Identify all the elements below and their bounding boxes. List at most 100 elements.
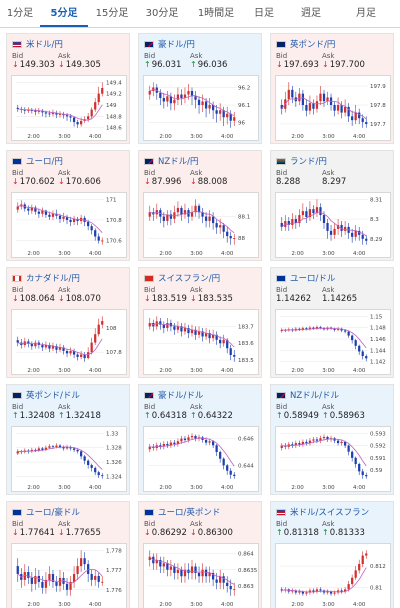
- candle-body: [340, 224, 343, 231]
- pair-name[interactable]: ランド/円: [290, 157, 327, 167]
- y-tick-label: 148.6: [106, 126, 122, 132]
- mini-candlestick-chart[interactable]: 149.4 149.2 149 148.8 148.6 2:00 3:00 4:00: [11, 75, 127, 141]
- candle-body: [62, 216, 65, 219]
- pair-card[interactable]: 英ポンド/ドル Bid Ask ↑1.32408 ↑1.32418 1.33 1.328 1.…: [6, 384, 130, 495]
- candle-body: [148, 212, 151, 217]
- tab-3[interactable]: 30分足: [145, 8, 179, 19]
- pair-name[interactable]: NZドル/円: [158, 157, 199, 167]
- ask-label: Ask: [190, 169, 203, 177]
- candle-body: [48, 573, 51, 580]
- chart-svg: 88.1 88 2:00 3:00 4:00: [148, 199, 250, 257]
- candle-body: [204, 216, 208, 221]
- candle-body: [83, 354, 86, 359]
- arrow-down-icon: ↓: [58, 294, 65, 303]
- mini-candlestick-chart[interactable]: 183.7 183.6 183.5 2:00 3:00 4:00: [143, 309, 259, 375]
- mini-candlestick-chart[interactable]: 1.15 1.148 1.146 1.144 1.142 2:00 3:00 4:00: [275, 309, 391, 375]
- tab-4[interactable]: 1時間足: [197, 8, 235, 19]
- pair-header: NZドル/円: [144, 155, 199, 167]
- pair-card[interactable]: NZドル/ドル Bid Ask ↑0.58949 ↑0.58963 0.593 0.592 0…: [270, 384, 394, 495]
- x-tick-label: 4:00: [89, 251, 102, 257]
- price-values: ↑0.64318 ↑0.64322: [144, 411, 236, 421]
- pair-name[interactable]: スイスフラン/円: [158, 274, 221, 284]
- mini-candlestick-chart[interactable]: 96.2 96.1 96 2:00 3:00 4:00: [143, 75, 259, 141]
- mini-candlestick-chart[interactable]: 0.864 0.8635 0.863 2:00 3:00 4:00: [143, 543, 259, 608]
- mini-candlestick-chart[interactable]: 88.1 88 2:00 3:00 4:00: [143, 192, 259, 258]
- price-labels: Bid Ask: [276, 52, 368, 60]
- candle-body: [315, 439, 319, 441]
- pair-name[interactable]: カナダドル/円: [26, 274, 80, 284]
- pair-name[interactable]: ユーロ/ドル: [290, 274, 336, 284]
- candle-body: [162, 443, 165, 447]
- pair-card[interactable]: ユーロ/英ポンド Bid Ask ↓0.86292 ↓0.86300 0.864 0.863…: [138, 501, 262, 608]
- y-tick-label: 0.863: [238, 584, 254, 590]
- bid-label: Bid: [12, 520, 24, 528]
- candle-body: [308, 209, 312, 218]
- candle-body: [197, 205, 201, 213]
- tab-0[interactable]: 1分足: [6, 8, 34, 19]
- pair-name[interactable]: 豪ドル/円: [158, 40, 195, 50]
- candle-body: [190, 435, 194, 438]
- bid-label: Bid: [276, 520, 288, 528]
- mini-candlestick-chart[interactable]: 1.778 1.777 1.776 2:00 3:00 4:00: [11, 543, 127, 608]
- pair-name[interactable]: NZドル/ドル: [290, 391, 340, 401]
- price-labels: Bid Ask: [276, 169, 368, 177]
- pair-card[interactable]: カナダドル/円 Bid Ask ↓108.064 ↓108.070 108 107.8 2:0…: [6, 267, 130, 378]
- arrow-down-icon: ↓: [12, 294, 19, 303]
- pair-header: カナダドル/円: [12, 272, 80, 284]
- pair-name[interactable]: 英ポンド/円: [290, 40, 336, 50]
- bid-price: 0.81318: [283, 528, 319, 538]
- pair-name[interactable]: 英ポンド/ドル: [26, 391, 80, 401]
- tab-2[interactable]: 15分足: [95, 8, 129, 19]
- pair-card[interactable]: 米ドル/スイスフラン Bid Ask ↑0.81318 ↑0.81333 0.812 0.8…: [270, 501, 394, 608]
- tab-1[interactable]: 5分足: [40, 0, 88, 27]
- mini-candlestick-chart[interactable]: 171 170.8 170.6 2:00 3:00 4:00: [11, 192, 127, 258]
- mini-candlestick-chart[interactable]: 108 107.8 2:00 3:00 4:00: [11, 309, 127, 375]
- pair-card[interactable]: 豪ドル/ドル Bid Ask ↑0.64318 ↑0.64322 0.646 0.644 2:…: [138, 384, 262, 495]
- pair-name[interactable]: ユーロ/豪ドル: [26, 508, 80, 518]
- candle-body: [201, 101, 204, 105]
- x-tick-label: 3:00: [58, 368, 71, 374]
- pair-name[interactable]: 豪ドル/ドル: [158, 391, 204, 401]
- pair-card[interactable]: ユーロ/円 Bid Ask ↓170.602 ↓170.606 171 170.8 170.6…: [6, 150, 130, 261]
- candle-body: [319, 207, 322, 216]
- bid-price: 1.77641: [19, 528, 55, 538]
- pair-name[interactable]: 米ドル/スイスフラン: [290, 508, 370, 518]
- pair-card[interactable]: 豪ドル/円 Bid Ask ↑96.031 ↑96.036 96.2 96.1 96 2:00 3…: [138, 33, 262, 144]
- pair-card[interactable]: ユーロ/ドル Bid Ask 1.14262 1.14265 1.15 1.148 1.146…: [270, 267, 394, 378]
- ask-price: 0.81333: [329, 528, 365, 538]
- tab-6[interactable]: 週足: [301, 8, 321, 19]
- candle-body: [312, 103, 315, 109]
- pair-card[interactable]: スイスフラン/円 Bid Ask ↓183.519 ↓183.535 183.7 183.6…: [138, 267, 262, 378]
- candle-body: [72, 350, 76, 355]
- candle-body: [312, 209, 315, 214]
- pair-card[interactable]: ランド/円 Bid Ask 8.288 8.297 8.31 8.3 8.29 2:00 3:00…: [270, 150, 394, 261]
- y-tick-label: 1.33: [106, 431, 119, 437]
- mini-candlestick-chart[interactable]: 0.812 0.81 2:00 3:00 4:00: [275, 543, 391, 608]
- candle-body: [194, 435, 197, 439]
- pair-card[interactable]: 米ドル/円 Bid Ask ↓149.303 ↓149.305 149.4 149.2 149…: [6, 33, 130, 144]
- x-tick-label: 3:00: [322, 134, 335, 140]
- candle-body: [201, 212, 204, 217]
- chart-svg: 0.812 0.81 2:00 3:00 4:00: [280, 550, 386, 608]
- pair-card[interactable]: NZドル/円 Bid Ask ↓87.996 ↓88.008 88.1 88 2:00 3:00…: [138, 150, 262, 261]
- pair-card[interactable]: ユーロ/豪ドル Bid Ask ↓1.77641 ↓1.77655 1.778 1.777 1…: [6, 501, 130, 608]
- pair-header: 豪ドル/ドル: [144, 389, 203, 401]
- pair-card[interactable]: 英ポンド/円 Bid Ask ↓197.693 ↓197.700 197.9 197.8 19…: [270, 33, 394, 144]
- pair-name[interactable]: ユーロ/英ポンド: [158, 508, 221, 518]
- mini-candlestick-chart[interactable]: 197.9 197.8 197.7 2:00 3:00 4:00: [275, 75, 391, 141]
- tab-5[interactable]: 日足: [254, 8, 274, 19]
- candle-body: [65, 583, 69, 590]
- tab-7[interactable]: 月足: [356, 8, 376, 19]
- candle-body: [94, 467, 97, 473]
- candle-body: [16, 451, 19, 454]
- mini-candlestick-chart[interactable]: 0.593 0.592 0.591 0.59 2:00 3:00 4:00: [275, 426, 391, 492]
- mini-candlestick-chart[interactable]: 0.646 0.644 2:00 3:00 4:00: [143, 426, 259, 492]
- mini-candlestick-chart[interactable]: 8.31 8.3 8.29 2:00 3:00 4:00: [275, 192, 391, 258]
- mini-candlestick-chart[interactable]: 1.33 1.328 1.326 1.324 2:00 3:00 4:00: [11, 426, 127, 492]
- candle-body: [51, 446, 55, 448]
- y-tick-label: 1.776: [106, 588, 122, 594]
- pair-name[interactable]: 米ドル/円: [26, 40, 63, 50]
- pair-name[interactable]: ユーロ/円: [26, 157, 63, 167]
- price-values: 8.288 8.297: [276, 177, 368, 187]
- candle-body: [194, 205, 197, 213]
